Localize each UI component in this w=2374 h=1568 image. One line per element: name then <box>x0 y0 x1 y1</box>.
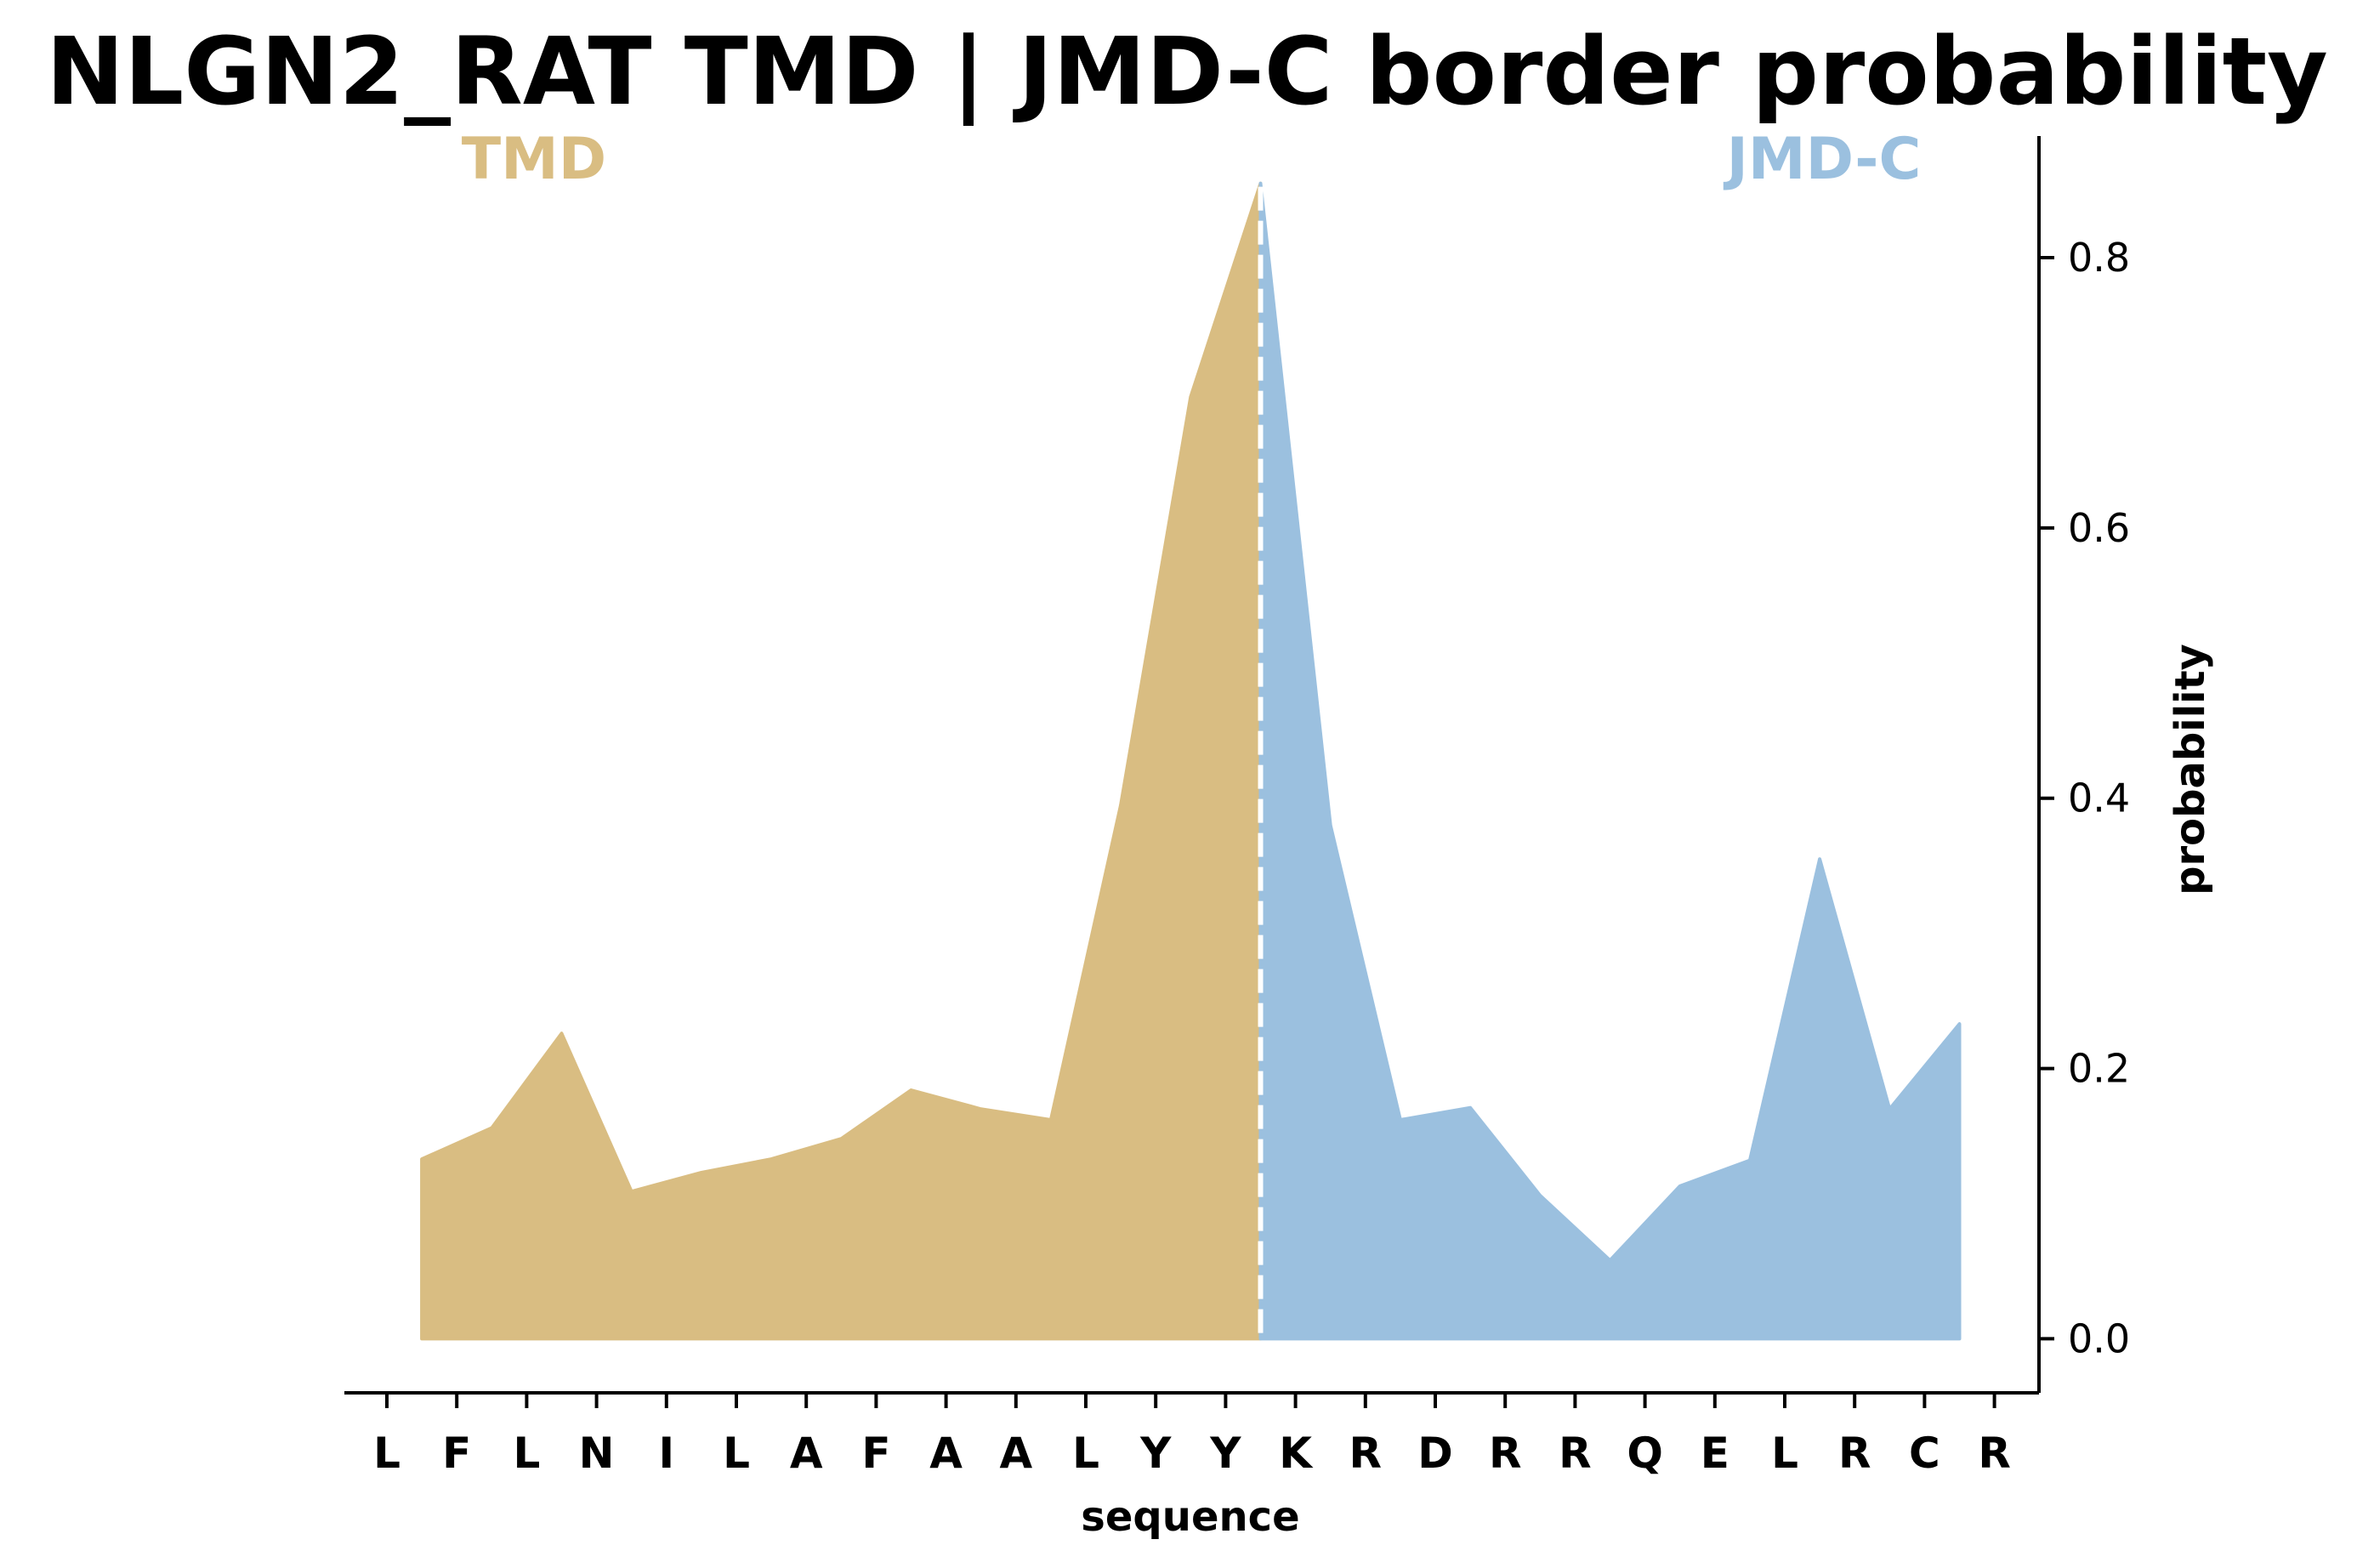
x-tick-label: Y <box>1209 1429 1241 1478</box>
y-tick-label: 0.6 <box>2068 505 2130 551</box>
tmd-area <box>420 181 1263 1341</box>
x-tick-label: L <box>513 1429 540 1478</box>
x-tick-label: K <box>1279 1429 1314 1478</box>
x-tick-label: R <box>1978 1429 2011 1478</box>
y-tick-label: 0.8 <box>2068 235 2130 281</box>
x-tick-label: N <box>579 1429 615 1478</box>
x-axis-label: sequence <box>1081 1493 1299 1541</box>
x-tick-label: C <box>1909 1429 1940 1478</box>
x-tick-label: R <box>1559 1429 1592 1478</box>
x-tick-label: F <box>442 1429 471 1478</box>
axes <box>344 136 2041 1395</box>
x-tick-label: I <box>658 1429 674 1478</box>
y-axis-label: probability <box>2167 644 2214 895</box>
x-tick-label: L <box>723 1429 750 1478</box>
x-tick-label: L <box>1771 1429 1798 1478</box>
x-tick-label: D <box>1417 1429 1453 1478</box>
x-tick-label: F <box>861 1429 890 1478</box>
region-label-tmd: TMD <box>462 126 607 193</box>
region-label-jmd-c: JMD-C <box>1724 126 1922 193</box>
probability-areas <box>420 181 1962 1341</box>
x-tick-label: Y <box>1139 1429 1172 1478</box>
x-tick-label: A <box>929 1429 963 1478</box>
x-tick-label: R <box>1349 1429 1383 1478</box>
x-tick-label: L <box>1072 1429 1099 1478</box>
y-tick-label: 0.4 <box>2068 775 2130 821</box>
x-tick-label: E <box>1701 1429 1729 1478</box>
y-tick-labels: 0.0 0.2 0.4 0.6 0.8 <box>2039 235 2130 1361</box>
y-tick-label: 0.0 <box>2068 1315 2130 1361</box>
x-tick-label: A <box>790 1429 823 1478</box>
x-tick-label: L <box>373 1429 400 1478</box>
x-tick-label: R <box>1838 1429 1871 1478</box>
x-tick-label: A <box>999 1429 1032 1478</box>
chart-title: NLGN2_RAT TMD | JMD-C border probability <box>46 17 2328 127</box>
jmd-c-area <box>1258 181 1962 1341</box>
y-tick-label: 0.2 <box>2068 1046 2130 1092</box>
x-tick-label: Q <box>1627 1429 1663 1478</box>
x-tick-label: R <box>1489 1429 1522 1478</box>
